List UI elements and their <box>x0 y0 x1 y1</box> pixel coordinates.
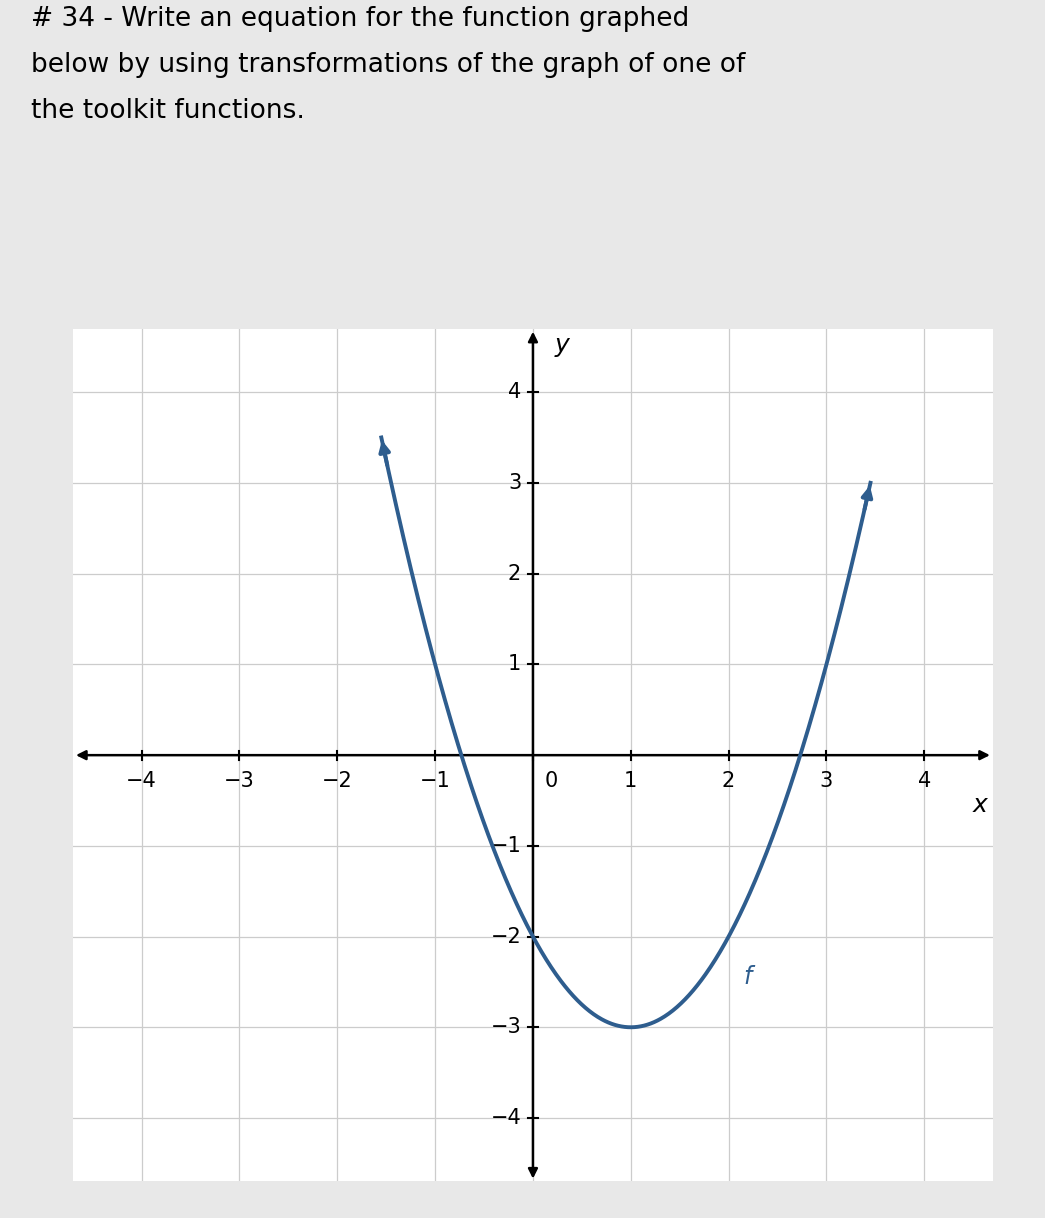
Text: 2: 2 <box>722 771 736 792</box>
Text: −2: −2 <box>490 927 521 946</box>
Text: x: x <box>973 793 988 817</box>
Text: 3: 3 <box>508 473 521 493</box>
Text: f: f <box>743 966 751 989</box>
Text: −4: −4 <box>490 1108 521 1128</box>
Text: −1: −1 <box>420 771 450 792</box>
Text: −3: −3 <box>224 771 255 792</box>
Text: −2: −2 <box>322 771 352 792</box>
Text: −1: −1 <box>490 836 521 856</box>
Text: 1: 1 <box>624 771 637 792</box>
Text: 1: 1 <box>508 654 521 675</box>
Text: 4: 4 <box>918 771 931 792</box>
Text: y: y <box>555 334 570 357</box>
Text: # 34 - Write an equation for the function graphed
below by using transformations: # 34 - Write an equation for the functio… <box>31 6 746 124</box>
Text: 4: 4 <box>508 382 521 402</box>
Text: 0: 0 <box>544 771 558 792</box>
Text: 2: 2 <box>508 564 521 583</box>
Text: −3: −3 <box>490 1017 521 1038</box>
Text: −4: −4 <box>126 771 157 792</box>
Text: 3: 3 <box>820 771 833 792</box>
